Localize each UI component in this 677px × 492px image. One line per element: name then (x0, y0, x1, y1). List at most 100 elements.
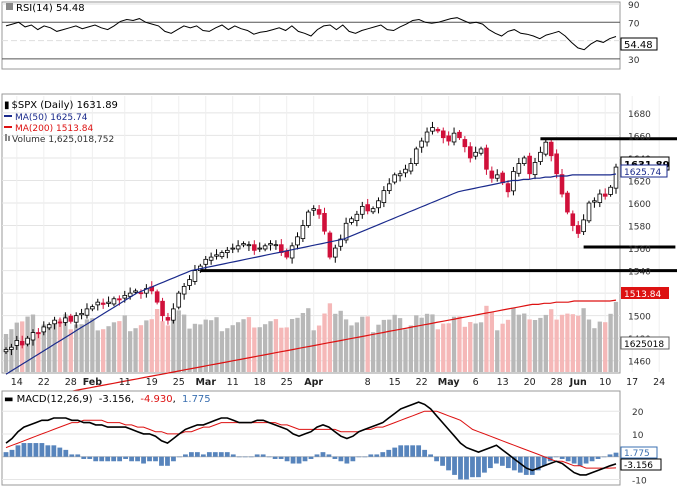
volume-bar (225, 328, 230, 372)
rsi-y-ticks: 30507090 (628, 1, 640, 66)
macd-hist-bar (440, 456, 445, 466)
candle (95, 298, 101, 311)
candle-body (311, 208, 316, 211)
volume-bar (230, 325, 235, 372)
candle (349, 216, 354, 225)
macd-hist-bar (212, 452, 218, 457)
macd-tag-text: -3.156 (624, 461, 653, 471)
candle (457, 130, 462, 140)
macd-hist-bar (505, 456, 511, 469)
rsi-label-text: RSI(14) 54.48 (16, 3, 85, 14)
candle-body (586, 202, 592, 222)
macd-panel: -1001020 ▬ MACD(12,26,9) -3.156, -4.930,… (1, 390, 662, 486)
volume-bar (435, 329, 441, 372)
candle (516, 157, 522, 177)
rsi-y-tick-label: 90 (628, 1, 640, 11)
volume-bar (333, 313, 338, 372)
candle (84, 303, 90, 319)
macd-tag: -3.156 (620, 458, 662, 471)
candle (235, 240, 241, 253)
volume-bar (52, 320, 57, 372)
price-y-tick-label: 1560 (628, 245, 651, 255)
date-x-tick-label: 22 (38, 377, 50, 388)
candle (602, 188, 608, 200)
macd-y-tick-label: -10 (632, 476, 647, 486)
volume-bar (41, 324, 46, 372)
macd-hist-bar (63, 449, 69, 457)
date-x-tick-label: Jun (569, 377, 587, 388)
macd-hist-bar (51, 445, 57, 457)
candle (505, 180, 511, 198)
candle (370, 206, 376, 215)
volume-bar (387, 319, 392, 372)
macd-hist-bar (595, 456, 601, 459)
candle (192, 264, 198, 285)
candle-body (36, 332, 41, 335)
macd-hist-bar (278, 456, 284, 459)
candle (381, 186, 387, 208)
rsi-value-tag: 54.48 (620, 37, 658, 51)
candle-body (219, 252, 225, 258)
macd-hist-bar (499, 456, 505, 466)
volume-bar (360, 316, 365, 372)
candle-body (592, 200, 597, 203)
candle (230, 243, 236, 254)
volume-bar (257, 327, 262, 372)
candle-body (117, 298, 122, 301)
candle (408, 157, 414, 175)
price-legend: ▮ $SPX (Daily) 1631.89 MA(50) 1625.74 MA(… (4, 100, 118, 145)
macd-hist-bar (236, 456, 242, 458)
volume-bar (349, 325, 354, 372)
volume-bar (198, 324, 203, 372)
macd-hist-bar (206, 452, 212, 457)
macd-hist-bar (123, 456, 128, 459)
candle-body (435, 128, 441, 132)
price-title: ▮ $SPX (Daily) 1631.89 (4, 100, 118, 111)
candle-body (138, 292, 144, 295)
candle-body (505, 183, 511, 193)
candle (538, 146, 543, 165)
volume-bar (262, 324, 268, 372)
candle-body (133, 290, 138, 293)
volume-bar (322, 313, 327, 372)
macd-hist-bar (57, 447, 63, 457)
candle-body (575, 225, 581, 234)
date-x-tick-label: May (438, 377, 461, 388)
candle-body (489, 170, 495, 179)
date-x-tick-label: 24 (653, 377, 665, 388)
candle (100, 298, 106, 309)
volume-bar (430, 314, 435, 372)
candle-body (192, 270, 198, 282)
macd-hist-bar (218, 452, 224, 457)
candle-body (538, 151, 543, 162)
volume-bar (365, 316, 370, 372)
candle-body (462, 139, 468, 148)
candle (36, 328, 41, 339)
volume-bar (376, 324, 381, 372)
volume-bar (101, 329, 106, 372)
volume-bar (495, 330, 500, 372)
macd-hist-bar (356, 456, 362, 458)
candle (3, 347, 9, 354)
candle (343, 217, 349, 244)
candle-body (257, 247, 263, 250)
candle (63, 312, 68, 326)
candle (543, 139, 549, 157)
candle (489, 166, 495, 183)
rsi-y-tick-label: 30 (628, 56, 640, 66)
candle-body (457, 131, 462, 139)
candle-body (19, 340, 25, 346)
candle-body (295, 236, 300, 246)
candle-body (208, 256, 214, 261)
candle-body (338, 238, 343, 247)
volume-bar (63, 314, 68, 372)
candle (397, 170, 403, 182)
macd-hist-bar (296, 456, 302, 464)
macd-hist-bar (344, 456, 350, 464)
volume-bar (36, 332, 41, 372)
volume-bar (613, 301, 619, 372)
macd-legend-swatch: ▬ (4, 394, 13, 405)
volume-bar (370, 332, 376, 372)
volume-bar (306, 308, 311, 372)
volume-bar (484, 305, 489, 372)
